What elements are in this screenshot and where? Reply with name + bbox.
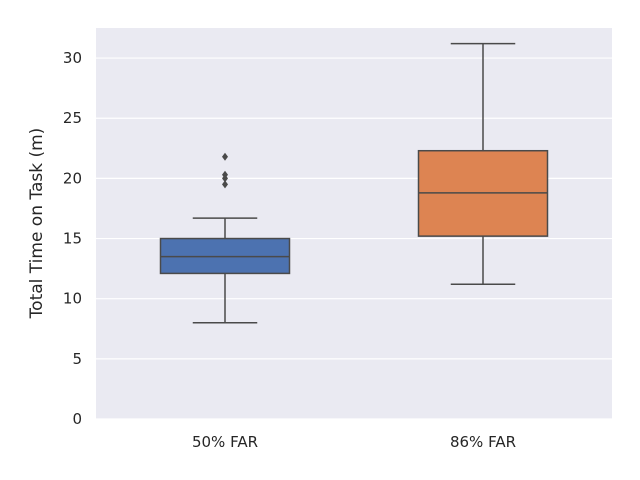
y-tick-labels: 0 5 10 15 20 25 30 [63, 49, 82, 428]
outlier-point [222, 152, 228, 161]
outlier-point [222, 170, 228, 179]
x-tick-label: 86% FAR [450, 433, 516, 451]
x-tick-labels: 50% FAR 86% FAR [192, 433, 516, 451]
y-tick-label: 5 [72, 350, 82, 368]
y-axis-label: Total Time on Task (m) [27, 128, 47, 320]
boxes [159, 42, 549, 324]
y-tick-label: 20 [63, 169, 82, 187]
y-tick-label: 30 [63, 49, 82, 67]
outlier-point [222, 180, 228, 189]
y-tick-label: 25 [63, 109, 82, 127]
x-tick-label: 50% FAR [192, 433, 258, 451]
y-tick-label: 0 [72, 410, 82, 428]
y-tick-label: 10 [63, 290, 82, 308]
y-tick-label: 15 [63, 230, 82, 248]
